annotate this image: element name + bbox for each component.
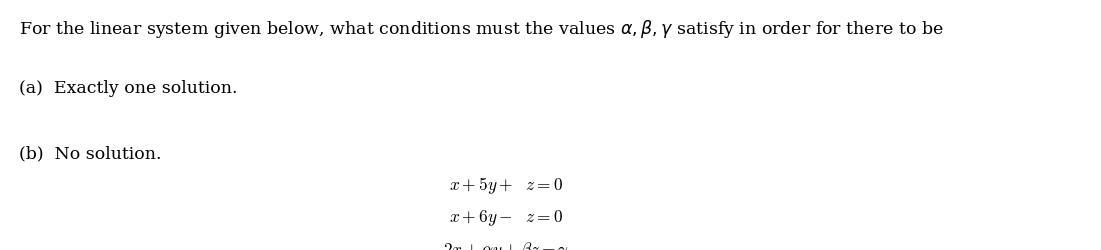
- Text: $x + 5y + \ \ z = 0$: $x + 5y + \ \ z = 0$: [449, 175, 564, 196]
- Text: (b)  No solution.: (b) No solution.: [19, 145, 161, 162]
- Text: For the linear system given below, what conditions must the values $\alpha, \bet: For the linear system given below, what …: [19, 18, 944, 40]
- Text: $2x + \alpha y + \beta z = \gamma$: $2x + \alpha y + \beta z = \gamma$: [444, 240, 569, 250]
- Text: (a)  Exactly one solution.: (a) Exactly one solution.: [19, 80, 237, 97]
- Text: $x + 6y - \ \ z = 0$: $x + 6y - \ \ z = 0$: [449, 208, 564, 228]
